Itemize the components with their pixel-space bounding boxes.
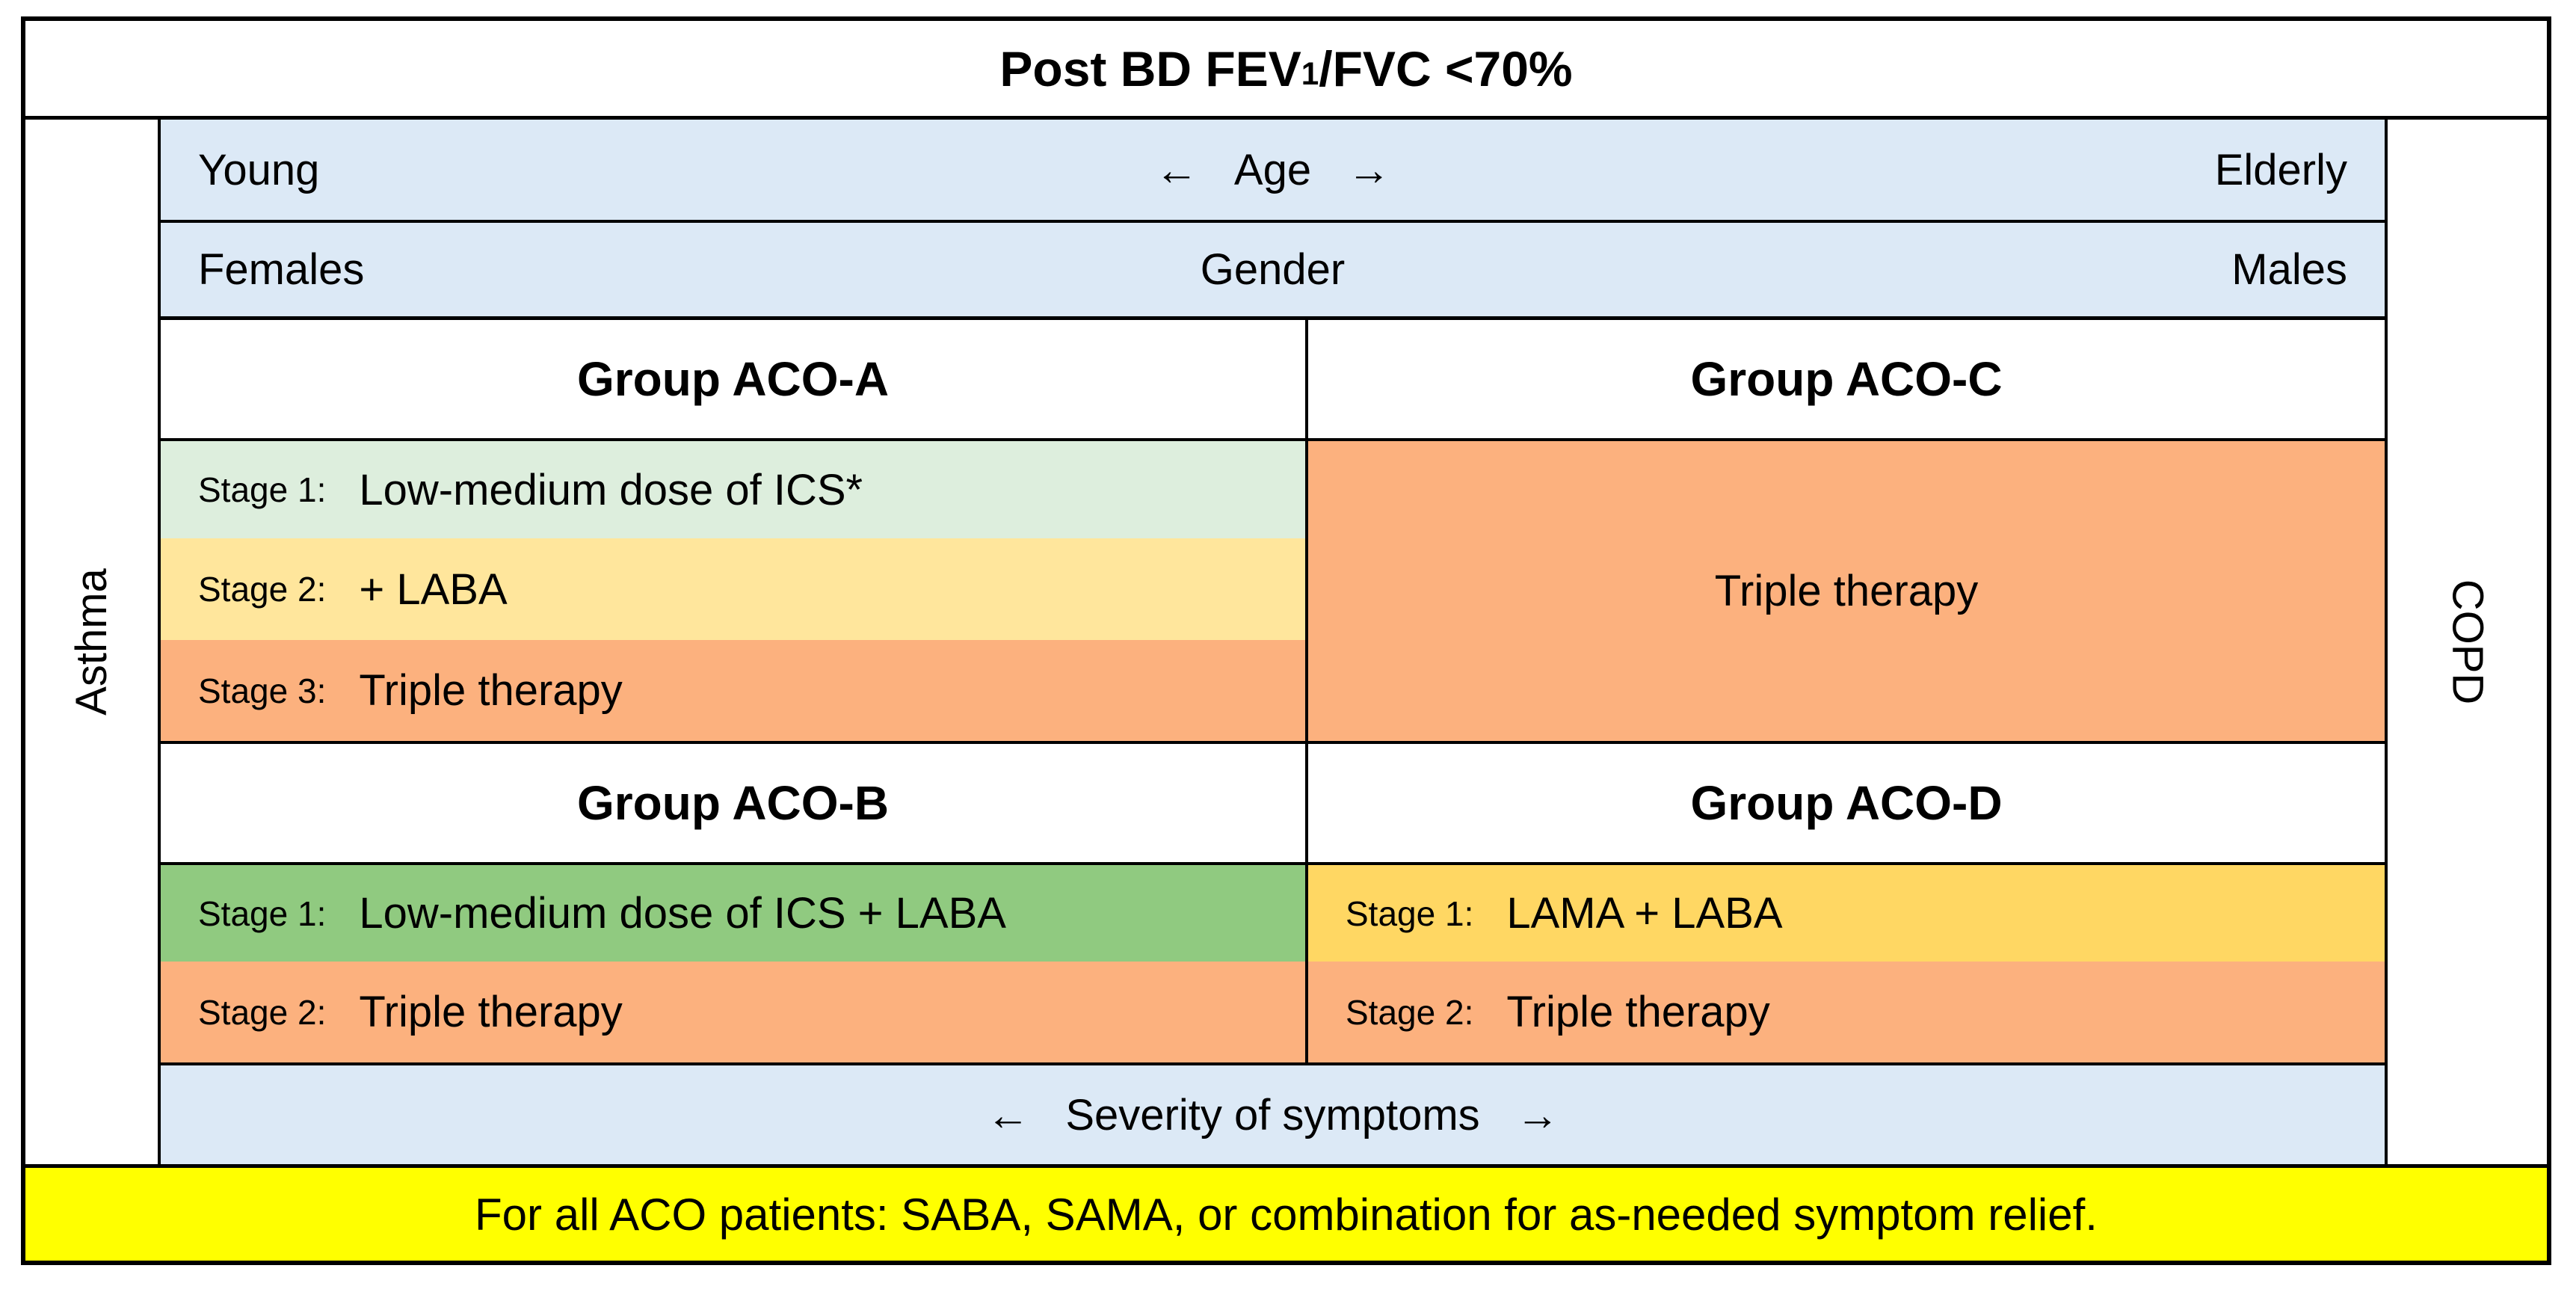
asthma-vertical-label: Asthma: [67, 568, 117, 716]
right-arrow-icon: →: [1347, 145, 1391, 194]
right-arrow-icon: →: [1515, 1090, 1559, 1139]
stage-therapy: Low-medium dose of ICS*: [359, 465, 863, 514]
stage-label: Stage 1:: [1346, 893, 1474, 933]
stage-therapy: Low-medium dose of ICS + LABA: [359, 889, 1006, 938]
footer-note: For all ACO patients: SABA, SAMA, or com…: [25, 1164, 2547, 1261]
axis-label-copd-cell: COPD: [2385, 120, 2547, 1164]
aco-d-stage-2: Stage 2: Triple therapy: [1308, 962, 2385, 1065]
stage-therapy: Triple therapy: [1506, 988, 1770, 1036]
stage-therapy: LAMA + LABA: [1506, 889, 1783, 938]
gender-right-label: Males: [2231, 245, 2347, 294]
aco-a-stage-2: Stage 2: + LABA: [161, 538, 1308, 640]
left-arrow-icon: ←: [1154, 145, 1198, 194]
group-aco-c-header: Group ACO-C: [1308, 320, 2385, 441]
aco-a-stage-3: Stage 3: Triple therapy: [161, 640, 1308, 744]
stage-label: Stage 2:: [198, 570, 327, 609]
aco-b-stage-1: Stage 1: Low-medium dose of ICS + LABA: [161, 865, 1308, 962]
gender-left-label: Females: [198, 245, 365, 294]
age-left-label: Young: [198, 145, 320, 194]
stage-label: Stage 3:: [198, 671, 327, 710]
stage-therapy: + LABA: [359, 565, 508, 614]
treatment-table: Post BD FEV 1/FVC <70% Asthma Young ← Age…: [21, 16, 2551, 1265]
group-aco-a-header: Group ACO-A: [161, 320, 1308, 441]
stage-label: Stage 1:: [198, 470, 327, 509]
stage-therapy: Triple therapy: [359, 666, 623, 715]
gender-axis-title: Gender: [1200, 245, 1346, 294]
copd-vertical-label: COPD: [2442, 579, 2492, 705]
left-arrow-icon: ←: [986, 1090, 1030, 1139]
therapy-text: Triple therapy: [1714, 567, 1979, 615]
stage-label: Stage 2:: [1346, 992, 1474, 1032]
stage-therapy: Triple therapy: [359, 988, 623, 1036]
title-suffix: /FVC <70%: [1319, 40, 1573, 96]
page-title: Post BD FEV 1/FVC <70%: [25, 21, 2547, 120]
stage-label: Stage 2:: [198, 992, 327, 1032]
age-right-label: Elderly: [2214, 145, 2348, 194]
stage-label: Stage 1:: [198, 893, 327, 933]
aco-c-therapy-cell: Triple therapy: [1308, 441, 2385, 744]
age-center-group: ← Age →: [1155, 145, 1390, 195]
axis-label-asthma-cell: Asthma: [25, 120, 161, 1164]
severity-axis-row: ← Severity of symptoms →: [161, 1065, 2385, 1164]
aco-d-stage-1: Stage 1: LAMA + LABA: [1308, 865, 2385, 962]
group-aco-d-header: Group ACO-D: [1308, 744, 2385, 865]
title-prefix: Post BD FEV: [999, 40, 1301, 96]
severity-axis-title: Severity of symptoms: [1065, 1090, 1480, 1139]
group-aco-b-header: Group ACO-B: [161, 744, 1308, 865]
footer-text: For all ACO patients: SABA, SAMA, or com…: [475, 1189, 2098, 1240]
age-axis-title: Age: [1233, 145, 1312, 194]
gender-axis-row: Females Gender Males: [161, 223, 2385, 320]
aco-a-stage-1: Stage 1: Low-medium dose of ICS*: [161, 441, 1308, 538]
age-axis-row: Young ← Age → Elderly: [161, 120, 2385, 223]
aco-b-stage-2: Stage 2: Triple therapy: [161, 962, 1308, 1065]
